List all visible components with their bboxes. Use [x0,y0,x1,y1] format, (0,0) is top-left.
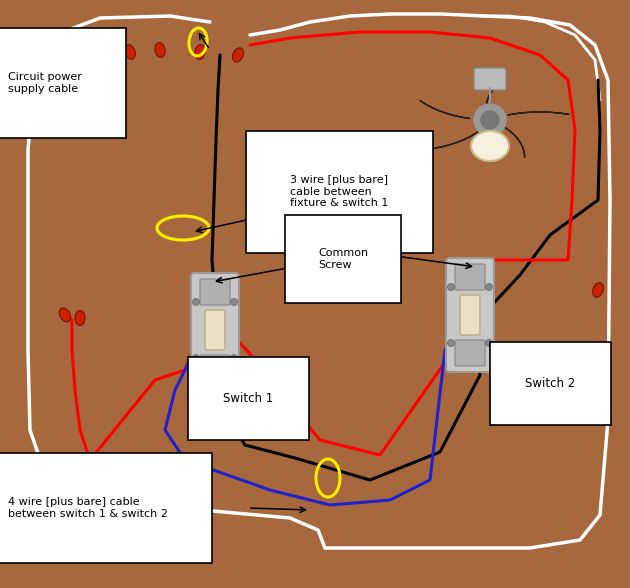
Circle shape [231,299,238,306]
Polygon shape [432,129,481,149]
Ellipse shape [59,308,71,322]
Circle shape [193,299,200,306]
Circle shape [474,104,506,136]
Circle shape [231,355,238,362]
Polygon shape [505,127,525,158]
Text: 3 wire [plus bare]
cable between
fixture & switch 1: 3 wire [plus bare] cable between fixture… [290,175,388,208]
Polygon shape [420,101,470,119]
FancyBboxPatch shape [200,355,230,381]
Circle shape [486,339,493,346]
Text: Switch 2: Switch 2 [525,377,575,390]
Circle shape [447,283,454,290]
FancyBboxPatch shape [191,273,239,387]
FancyBboxPatch shape [446,258,494,372]
Ellipse shape [75,310,85,326]
Ellipse shape [195,45,205,59]
FancyBboxPatch shape [460,295,480,335]
Text: Common
Screw: Common Screw [318,248,368,270]
Ellipse shape [99,54,111,67]
Polygon shape [508,112,570,115]
Circle shape [447,339,454,346]
Ellipse shape [471,131,509,161]
Text: Circuit power
supply cable: Circuit power supply cable [8,72,82,93]
Text: Switch 1: Switch 1 [223,392,273,405]
FancyBboxPatch shape [455,340,485,366]
Ellipse shape [155,42,165,58]
FancyBboxPatch shape [455,264,485,290]
Text: 4 wire [plus bare] cable
between switch 1 & switch 2: 4 wire [plus bare] cable between switch … [8,497,168,519]
Circle shape [193,355,200,362]
FancyBboxPatch shape [474,68,506,90]
Polygon shape [486,79,505,110]
Ellipse shape [593,283,604,298]
Circle shape [486,283,493,290]
FancyBboxPatch shape [200,279,230,305]
FancyBboxPatch shape [205,310,225,350]
Ellipse shape [125,45,135,59]
Circle shape [481,111,499,129]
Ellipse shape [232,48,244,62]
